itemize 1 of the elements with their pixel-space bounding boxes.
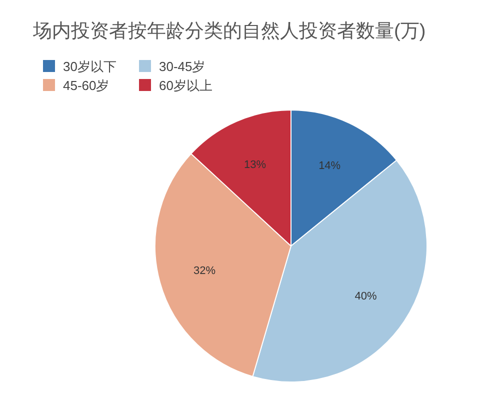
title: 场内投资者按年龄分类的自然人投资者数量(万) (33, 21, 426, 42)
